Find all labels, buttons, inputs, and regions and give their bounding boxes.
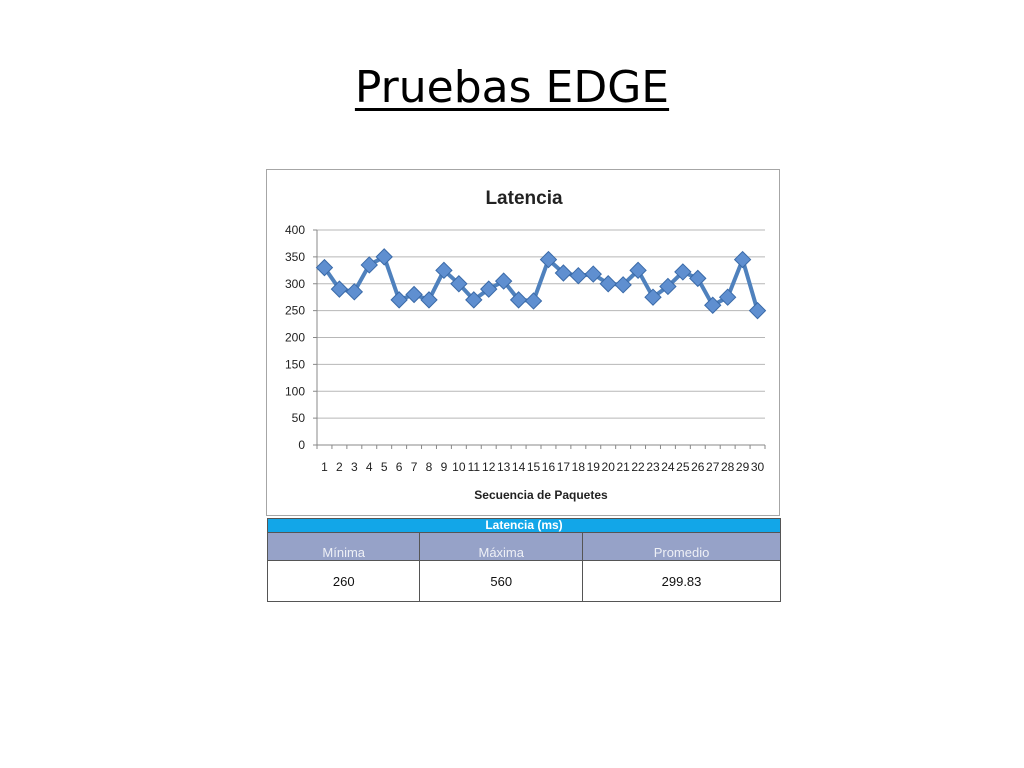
data-point — [674, 263, 692, 281]
x-tick-label: 10 — [452, 460, 466, 474]
x-tick-label: 20 — [602, 460, 616, 474]
x-tick-label: 21 — [616, 460, 630, 474]
x-tick-label: 19 — [587, 460, 601, 474]
x-tick-label: 5 — [381, 460, 388, 474]
latency-stats-table: Latencia (ms) Mínima Máxima Promedio 260… — [266, 518, 781, 602]
data-point — [465, 291, 483, 309]
axes — [313, 229, 766, 449]
table-value-avg: 299.83 — [582, 560, 781, 602]
slide-title: Pruebas EDGE — [354, 62, 670, 113]
data-point — [420, 291, 438, 309]
data-point — [554, 264, 573, 282]
y-tick-label: 100 — [285, 384, 305, 398]
data-point — [748, 301, 767, 320]
chart-title: Latencia — [485, 188, 563, 209]
data-point — [718, 288, 737, 306]
table-value-max: 560 — [419, 560, 584, 602]
y-tick-label: 350 — [285, 250, 305, 264]
data-point — [375, 248, 393, 266]
x-tick-label: 26 — [691, 460, 705, 474]
y-tick-label: 200 — [285, 331, 305, 345]
data-point — [599, 275, 617, 293]
y-tick-label: 50 — [292, 411, 306, 425]
data-point — [450, 275, 468, 293]
latency-chart-svg: Latencia Secuencia de Paquetes 0 50 100 150… — [285, 188, 767, 502]
x-tick-label: 8 — [426, 460, 433, 474]
x-tick-label: 2 — [336, 460, 343, 474]
series-latency — [315, 248, 767, 320]
x-tick-label: 29 — [736, 460, 750, 474]
x-tick-label: 27 — [706, 460, 720, 474]
y-tick-label: 300 — [285, 277, 305, 291]
data-point — [480, 280, 498, 298]
x-tick-label: 11 — [468, 460, 481, 474]
data-point — [330, 280, 349, 298]
data-point — [629, 261, 647, 280]
data-point — [614, 276, 632, 294]
x-tick-label: 24 — [661, 460, 675, 474]
x-tick-label: 23 — [646, 460, 660, 474]
data-point — [689, 269, 707, 288]
x-tick-label: 3 — [351, 460, 358, 474]
data-point — [494, 272, 513, 290]
data-point — [345, 283, 364, 301]
table-title: Latencia (ms) — [267, 518, 781, 533]
data-point — [659, 277, 677, 296]
data-point — [704, 296, 722, 314]
data-point — [405, 285, 423, 304]
table-header-max: Máxima — [419, 532, 584, 561]
x-tick-label: 12 — [482, 460, 496, 474]
data-point — [360, 256, 378, 274]
y-tick-label: 0 — [298, 438, 305, 452]
data-point — [733, 250, 752, 269]
data-point — [435, 261, 453, 280]
x-tick-label: 4 — [366, 460, 373, 474]
x-tick-label: 17 — [557, 460, 571, 474]
x-axis-label: Secuencia de Paquetes — [474, 488, 608, 502]
data-point — [584, 265, 602, 283]
x-tick-label: 15 — [527, 460, 541, 474]
table-header-avg: Promedio — [582, 532, 781, 561]
x-tick-label: 25 — [676, 460, 690, 474]
x-tick-label: 1 — [321, 460, 328, 474]
y-tick-label: 150 — [285, 357, 305, 371]
x-tick-label: 28 — [721, 460, 735, 474]
data-point — [524, 292, 543, 310]
data-point — [644, 288, 662, 306]
table-header-min: Mínima — [266, 532, 421, 561]
data-point — [315, 258, 334, 277]
y-tick-label: 250 — [285, 304, 305, 318]
latency-chart: Latencia Secuencia de Paquetes 0 50 100 150… — [266, 169, 780, 516]
table-value-min: 260 — [266, 560, 421, 602]
x-tick-label: 22 — [631, 460, 645, 474]
x-tick-label: 16 — [542, 460, 556, 474]
x-tick-label: 6 — [396, 460, 403, 474]
x-tick-label: 14 — [512, 460, 526, 474]
x-tick-label: 9 — [441, 460, 448, 474]
x-tick-label: 30 — [751, 460, 765, 474]
x-tick-label: 7 — [411, 460, 418, 474]
data-point — [509, 291, 528, 309]
x-tick-label: 13 — [497, 460, 511, 474]
data-point — [569, 266, 588, 285]
data-point — [390, 291, 408, 309]
data-point — [539, 250, 558, 269]
x-tick-label: 18 — [572, 460, 586, 474]
y-tick-label: 400 — [285, 223, 305, 237]
